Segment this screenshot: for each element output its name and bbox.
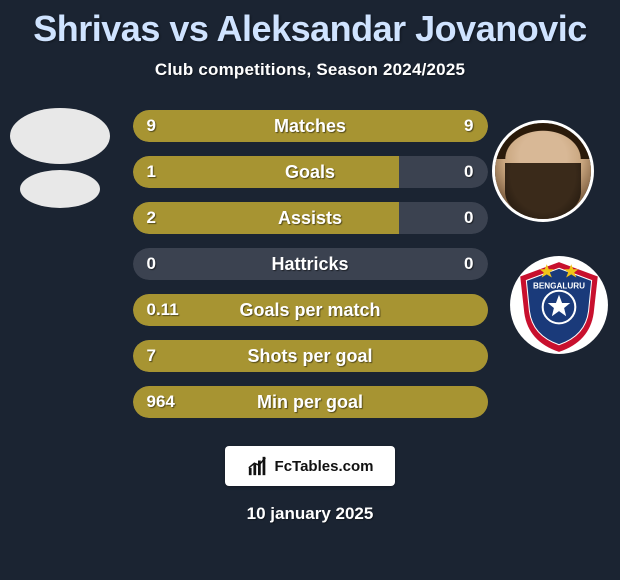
stat-label: Hattricks [203, 254, 418, 275]
stat-label: Assists [203, 208, 418, 229]
stats-list: 9Matches91Goals02Assists00Hattricks00.11… [0, 110, 620, 432]
brand-badge: FcTables.com [225, 446, 395, 486]
stat-value-right: 0 [418, 254, 488, 274]
stat-label: Shots per goal [203, 346, 418, 367]
page-title: Shrivas vs Aleksandar Jovanovic [33, 8, 586, 50]
stat-value-right: 0 [418, 162, 488, 182]
stat-row: 964Min per goal [133, 386, 488, 418]
brand-text: FcTables.com [275, 458, 374, 475]
stat-value-left: 9 [133, 116, 203, 136]
stat-value-right: 0 [418, 208, 488, 228]
stat-row: 2Assists0 [133, 202, 488, 234]
stat-label: Min per goal [203, 392, 418, 413]
stat-value-left: 2 [133, 208, 203, 228]
stat-row: 7Shots per goal [133, 340, 488, 372]
stat-value-left: 0.11 [133, 300, 203, 320]
stat-row: 1Goals0 [133, 156, 488, 188]
stat-value-left: 964 [133, 392, 203, 412]
date-text: 10 january 2025 [247, 504, 374, 524]
stat-row: 9Matches9 [133, 110, 488, 142]
stat-row: 0Hattricks0 [133, 248, 488, 280]
comparison-card: Shrivas vs Aleksandar Jovanovic Club com… [0, 0, 620, 580]
page-subtitle: Club competitions, Season 2024/2025 [155, 60, 465, 80]
stat-label: Matches [203, 116, 418, 137]
stat-value-left: 7 [133, 346, 203, 366]
stat-value-left: 0 [133, 254, 203, 274]
stat-row: 0.11Goals per match [133, 294, 488, 326]
stat-label: Goals [203, 162, 418, 183]
stat-label: Goals per match [203, 300, 418, 321]
stat-value-right: 9 [418, 116, 488, 136]
stat-value-left: 1 [133, 162, 203, 182]
brand-icon [247, 455, 269, 477]
